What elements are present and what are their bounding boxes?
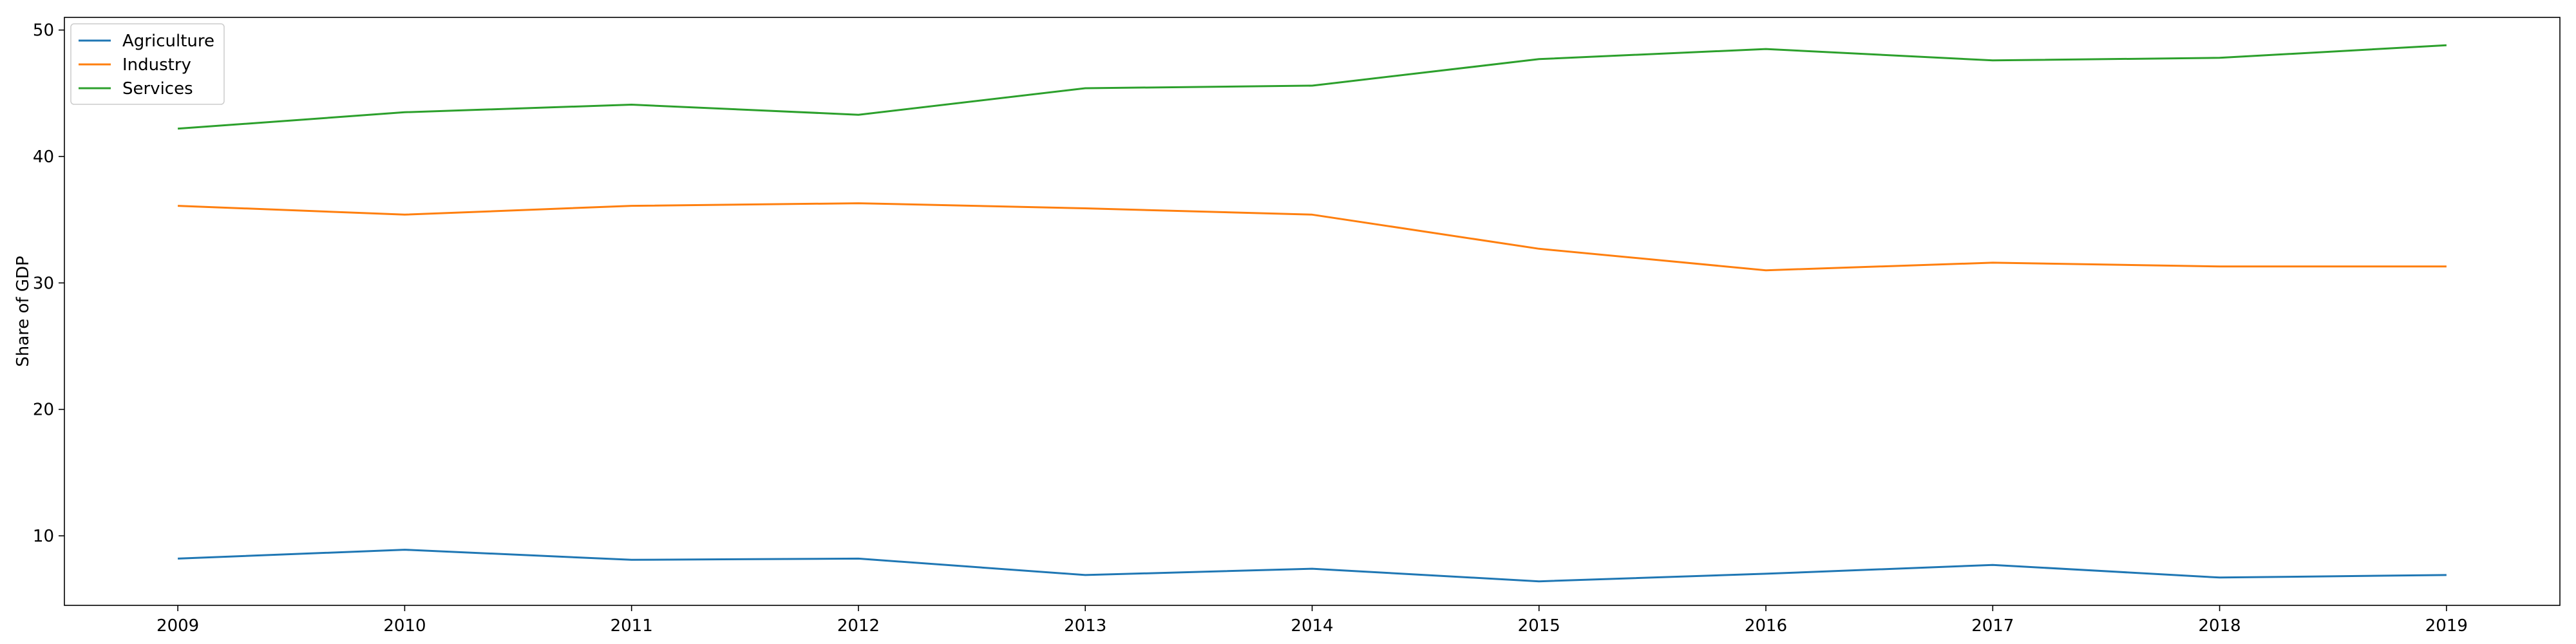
y-tick-label: 40 [33,147,54,167]
legend-label: Industry [122,55,191,75]
y-tick-label: 20 [33,401,54,420]
legend: Agriculture Industry Services [70,23,225,105]
x-tick-label: 2014 [1291,616,1333,636]
x-tick-label: 2018 [2199,616,2241,636]
legend-label: Agriculture [122,32,214,51]
series-line-services [177,44,2447,130]
legend-label: Services [122,79,193,99]
x-axis: 2009 2010 2011 2012 2013 2014 2015 2016 2017 2018… [156,605,2468,636]
y-tick-label: 10 [33,527,54,546]
plot-lines [177,44,2447,583]
x-tick-label: 2009 [156,616,199,636]
series-line-industry [178,202,2447,272]
x-tick-label: 2016 [1745,616,1787,636]
y-axis: 10 20 30 40 50 [33,21,64,546]
x-tick-label: 2013 [1064,616,1106,636]
x-tick-label: 2017 [1971,616,2014,636]
legend-box [70,23,225,105]
x-tick-label: 2015 [1518,616,1560,636]
x-tick-label: 2010 [383,616,426,636]
y-axis-label: Share of GDP [14,256,33,366]
x-tick-label: 2011 [611,616,653,636]
x-tick-label: 2012 [837,616,880,636]
y-tick-label: 50 [33,21,54,41]
series-line-agriculture [178,549,2447,583]
y-tick-label: 30 [33,274,54,293]
x-tick-label: 2019 [2425,616,2468,636]
